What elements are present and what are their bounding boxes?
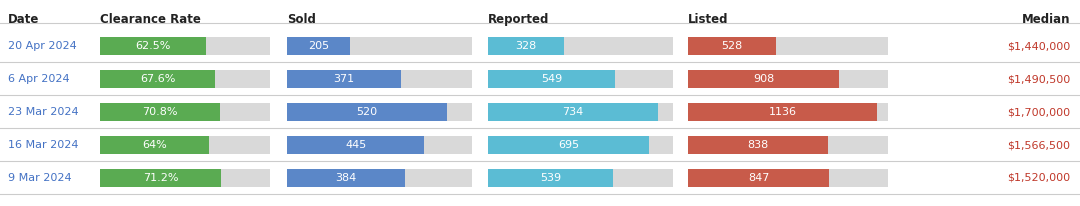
Bar (287, 103, 447, 121)
Text: 847: 847 (747, 173, 769, 183)
Text: 71.2%: 71.2% (143, 173, 178, 183)
Bar (688, 70, 839, 88)
Text: $1,520,000: $1,520,000 (1007, 173, 1070, 183)
Bar (688, 37, 888, 55)
Bar (0, 63, 1080, 95)
Bar (0, 162, 1080, 194)
Bar (0, 96, 1080, 128)
Bar (488, 37, 673, 55)
Bar (100, 136, 270, 154)
Bar (100, 169, 221, 187)
Text: 67.6%: 67.6% (139, 74, 175, 84)
Bar (287, 136, 424, 154)
Bar (488, 70, 615, 88)
Bar (688, 169, 888, 187)
Text: 528: 528 (721, 41, 743, 51)
Bar (0, 129, 1080, 161)
Bar (287, 103, 472, 121)
Bar (688, 136, 827, 154)
Bar (100, 103, 270, 121)
Text: Median: Median (1022, 13, 1070, 26)
Text: 695: 695 (557, 140, 579, 150)
Text: 838: 838 (747, 140, 769, 150)
Text: $1,490,500: $1,490,500 (1007, 74, 1070, 84)
Text: 62.5%: 62.5% (135, 41, 171, 51)
Text: 1136: 1136 (769, 107, 797, 117)
Text: Sold: Sold (287, 13, 315, 26)
Bar (688, 169, 829, 187)
Bar (100, 37, 206, 55)
Bar (488, 103, 658, 121)
Bar (688, 103, 888, 121)
Bar (287, 70, 402, 88)
Bar (100, 37, 270, 55)
Bar (100, 70, 215, 88)
Text: Listed: Listed (688, 13, 729, 26)
Bar (287, 169, 405, 187)
Text: 520: 520 (356, 107, 378, 117)
Bar (488, 136, 649, 154)
Bar (100, 70, 270, 88)
Text: Date: Date (8, 13, 39, 26)
Bar (488, 136, 673, 154)
Text: Clearance Rate: Clearance Rate (100, 13, 201, 26)
Bar (688, 70, 888, 88)
Text: 384: 384 (336, 173, 356, 183)
Text: $1,700,000: $1,700,000 (1007, 107, 1070, 117)
Text: 20 Apr 2024: 20 Apr 2024 (8, 41, 77, 51)
Bar (488, 70, 673, 88)
Text: 6 Apr 2024: 6 Apr 2024 (8, 74, 69, 84)
Text: 23 Mar 2024: 23 Mar 2024 (8, 107, 79, 117)
Bar (0, 30, 1080, 62)
Bar (100, 169, 270, 187)
Text: 734: 734 (563, 107, 583, 117)
Bar (688, 37, 777, 55)
Text: $1,566,500: $1,566,500 (1007, 140, 1070, 150)
Text: 908: 908 (753, 74, 774, 84)
Bar (488, 103, 673, 121)
Bar (287, 70, 472, 88)
Bar (287, 136, 472, 154)
Text: 9 Mar 2024: 9 Mar 2024 (8, 173, 71, 183)
Text: 70.8%: 70.8% (143, 107, 178, 117)
Bar (287, 169, 472, 187)
Bar (488, 169, 673, 187)
Bar (100, 103, 220, 121)
Bar (488, 169, 612, 187)
Text: 64%: 64% (143, 140, 166, 150)
Text: 328: 328 (515, 41, 537, 51)
Text: 16 Mar 2024: 16 Mar 2024 (8, 140, 79, 150)
Bar (688, 103, 877, 121)
Text: 549: 549 (541, 74, 562, 84)
Text: 205: 205 (308, 41, 329, 51)
Text: 371: 371 (334, 74, 354, 84)
Text: 445: 445 (345, 140, 366, 150)
Bar (688, 136, 888, 154)
Text: Reported: Reported (488, 13, 550, 26)
Bar (287, 37, 350, 55)
Text: 539: 539 (540, 173, 561, 183)
Bar (100, 136, 208, 154)
Text: $1,440,000: $1,440,000 (1007, 41, 1070, 51)
Bar (488, 37, 564, 55)
Bar (287, 37, 472, 55)
